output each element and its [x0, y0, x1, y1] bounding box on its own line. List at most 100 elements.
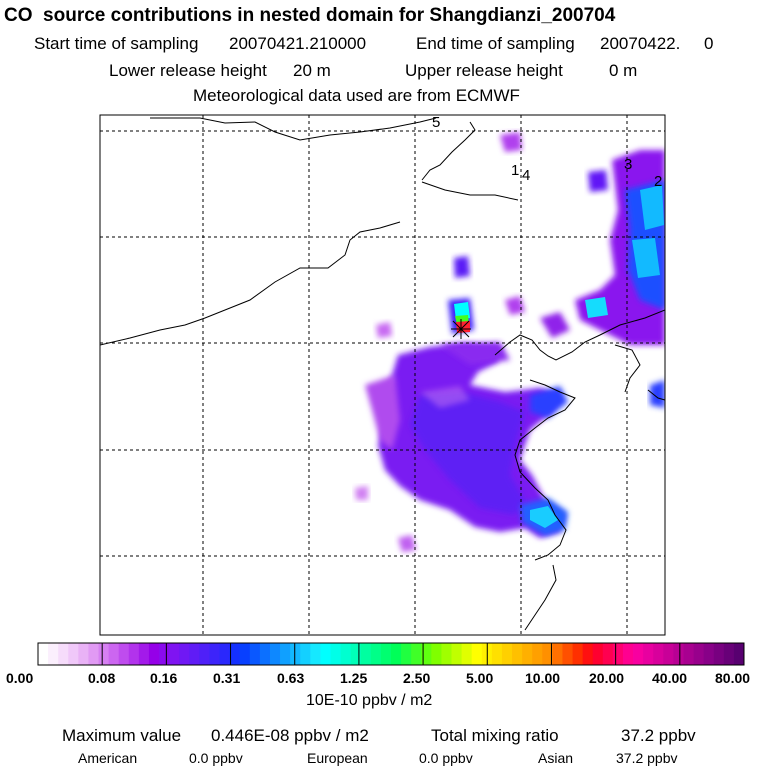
colorbar-swatch: [663, 643, 674, 665]
colorbar-swatch: [360, 643, 372, 665]
plume-inner: [410, 392, 525, 515]
colorbar-swatch: [411, 643, 422, 665]
border-north: [421, 121, 476, 181]
colorbar-swatch: [88, 643, 99, 665]
colorbar-units: 10E-10 ppbv / m2: [306, 692, 433, 709]
end-time-label: End time of sampling: [416, 34, 575, 53]
colorbar-swatch: [441, 643, 452, 665]
colorbar-swatch: [602, 643, 614, 665]
colorbar-swatch: [491, 643, 503, 665]
colorbar-swatch: [562, 643, 573, 665]
lower-height-label: Lower release height: [109, 61, 267, 80]
chart-title: CO source contributions in nested domain…: [4, 5, 616, 26]
colorbar-tick-7: 5.00: [466, 670, 494, 686]
colorbar-swatch: [693, 643, 705, 665]
colorbar-swatch: [451, 643, 462, 665]
receptor-marker: [451, 319, 471, 339]
colorbar-tick-5: 1.25: [340, 670, 368, 686]
colorbar-swatch: [673, 643, 684, 665]
colorbar: [38, 643, 745, 665]
colorbar-swatch: [703, 643, 715, 665]
colorbar-tick-0: 0.00: [6, 670, 34, 686]
map-label-5: 5: [432, 114, 440, 131]
cell-a: [398, 535, 416, 552]
colorbar-swatch: [532, 643, 543, 665]
colorbar-swatch: [68, 643, 79, 665]
colorbar-swatch: [340, 643, 352, 665]
coast-korea: [647, 389, 665, 401]
colorbar-swatch: [461, 643, 473, 665]
map-label-2: 2: [654, 173, 662, 190]
american-label: American: [78, 750, 138, 766]
colorbar-swatch: [592, 643, 604, 665]
upper-height-label: Upper release height: [405, 61, 563, 80]
colorbar-swatch: [391, 643, 402, 665]
colorbar-tick-8: 10.00: [525, 670, 561, 686]
plume-north-strip: [440, 342, 510, 365]
colorbar-tick-11: 80.00: [715, 670, 751, 686]
plume-light: [420, 386, 470, 408]
colorbar-swatch: [330, 643, 341, 665]
colorbar-swatch: [622, 643, 634, 665]
colorbar-swatch: [512, 643, 523, 665]
european-label: European: [307, 750, 368, 766]
colorbar-swatch: [249, 643, 261, 665]
end-time-value: 20070422. 0: [600, 34, 714, 53]
max-value: 0.446E-08 ppbv / m2: [211, 726, 369, 745]
asian-label: Asian: [538, 750, 574, 766]
american-value: 0.0 ppbv: [189, 750, 243, 766]
colorbar-swatch: [350, 643, 362, 665]
map-frame: [99, 114, 666, 636]
colorbar-swatch: [370, 643, 382, 665]
concentration-field: [355, 132, 665, 552]
colorbar-swatch: [380, 643, 392, 665]
colorbar-swatch: [239, 643, 251, 665]
hotspot-bohai: [530, 386, 568, 418]
colorbar-swatch: [219, 643, 231, 665]
plume-edge-west: [365, 375, 400, 450]
colorbar-swatch: [38, 643, 49, 665]
hotspot-jiangsu-core: [530, 506, 558, 528]
colorbar-swatch: [310, 643, 321, 665]
colorbar-swatch: [401, 643, 412, 665]
plume-northeast-cyan3: [585, 297, 608, 318]
colorbar-tick-6: 2.50: [403, 670, 431, 686]
colorbar-swatch: [138, 643, 150, 665]
colorbar-swatch: [209, 643, 220, 665]
colorbar-swatch: [431, 643, 442, 665]
cell-e: [540, 312, 570, 338]
max-value-label: Maximum value: [62, 726, 182, 745]
cell-beijing-north: [454, 256, 470, 278]
border-west: [100, 221, 401, 346]
european-value: 0.0 ppbv: [419, 750, 473, 766]
colorbar-swatch: [98, 643, 109, 665]
start-time-value: 20070421.210000: [229, 34, 367, 53]
lower-height-value: 20 m: [293, 61, 331, 80]
colorbar-swatch: [643, 643, 654, 665]
colorbar-swatch: [128, 643, 140, 665]
colorbar-swatch: [300, 643, 311, 665]
colorbar-swatch: [653, 643, 664, 665]
cell-d: [505, 296, 525, 315]
colorbar-swatch: [159, 643, 170, 665]
colorbar-swatch: [179, 643, 190, 665]
cell-b: [355, 486, 368, 500]
coastlines: [100, 117, 665, 631]
start-time-label: Start time of sampling: [34, 34, 199, 53]
colorbar-swatch: [48, 643, 59, 665]
coast-bohai-west: [494, 309, 665, 361]
colorbar-swatch: [582, 643, 594, 665]
colorbar-tick-9: 20.00: [589, 670, 625, 686]
cell-c: [376, 322, 392, 338]
border-northwest: [150, 117, 437, 141]
colorbar-swatch: [118, 643, 130, 665]
colorbar-swatch: [421, 643, 432, 665]
cell-g: [588, 170, 608, 192]
coast-east: [614, 344, 641, 393]
colorbar-swatch: [169, 643, 180, 665]
colorbar-tick-3: 0.31: [213, 670, 241, 686]
colorbar-swatch: [683, 643, 694, 665]
coast-south: [524, 564, 557, 631]
border-inner: [421, 181, 519, 201]
